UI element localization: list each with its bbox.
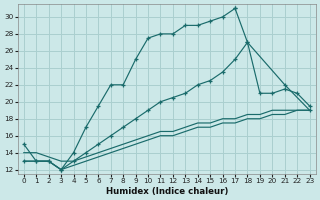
X-axis label: Humidex (Indice chaleur): Humidex (Indice chaleur) [106, 187, 228, 196]
